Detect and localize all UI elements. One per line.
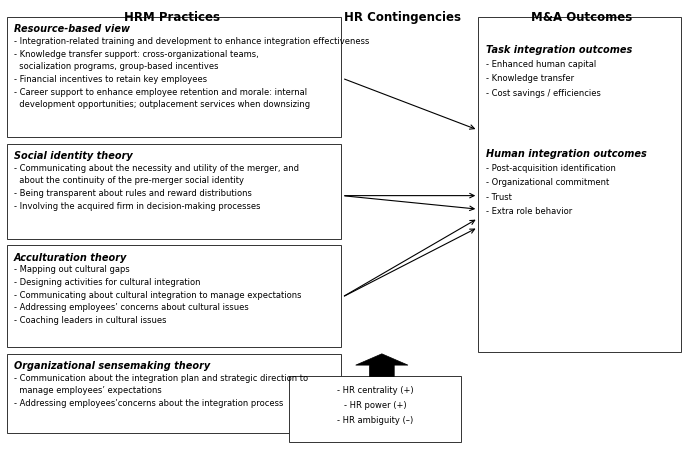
- Text: Resource-based view: Resource-based view: [14, 24, 130, 34]
- Text: socialization programs, group-based incentives: socialization programs, group-based ince…: [14, 62, 218, 71]
- Text: - Integration-related training and development to enhance integration effectiven: - Integration-related training and devel…: [14, 37, 369, 46]
- Text: Human integration outcomes: Human integration outcomes: [486, 149, 647, 159]
- Bar: [7, 354, 341, 433]
- Text: - Communication about the integration plan and strategic direction to: - Communication about the integration pl…: [14, 373, 308, 382]
- Text: - Career support to enhance employee retention and morale: internal: - Career support to enhance employee ret…: [14, 87, 307, 97]
- Text: - Coaching leaders in cultural issues: - Coaching leaders in cultural issues: [14, 315, 166, 324]
- Text: manage employees’ expectations: manage employees’ expectations: [14, 386, 162, 395]
- Text: - Mapping out cultural gaps: - Mapping out cultural gaps: [14, 265, 129, 274]
- Bar: [289, 377, 461, 442]
- Text: - Communicating about cultural integration to manage expectations: - Communicating about cultural integrati…: [14, 290, 301, 299]
- Text: - Addressing employees’ concerns about cultural issues: - Addressing employees’ concerns about c…: [14, 303, 248, 312]
- Text: - Knowledge transfer: - Knowledge transfer: [486, 74, 574, 83]
- Text: - Enhanced human capital: - Enhanced human capital: [486, 60, 596, 69]
- Text: - Knowledge transfer support: cross-organizational teams,: - Knowledge transfer support: cross-orga…: [14, 50, 259, 59]
- Text: - Designing activities for cultural integration: - Designing activities for cultural inte…: [14, 277, 200, 286]
- Text: development opportunities; outplacement services when downsizing: development opportunities; outplacement …: [14, 100, 310, 109]
- Text: Acculturation theory: Acculturation theory: [14, 252, 127, 262]
- Text: - HR centrality (+): - HR centrality (+): [336, 386, 413, 395]
- Bar: [478, 18, 681, 352]
- Text: HRM Practices: HRM Practices: [124, 11, 220, 24]
- Text: HR Contingencies: HR Contingencies: [344, 11, 461, 24]
- Text: - Being transparent about rules and reward distributions: - Being transparent about rules and rewa…: [14, 189, 252, 198]
- Text: - Financial incentives to retain key employees: - Financial incentives to retain key emp…: [14, 75, 207, 84]
- Bar: [7, 144, 341, 239]
- Text: - Organizational commitment: - Organizational commitment: [486, 178, 610, 187]
- Text: - Cost savings / efficiencies: - Cost savings / efficiencies: [486, 88, 601, 97]
- Text: M&A Outcomes: M&A Outcomes: [530, 11, 632, 24]
- Text: - HR power (+): - HR power (+): [343, 400, 407, 410]
- Text: - Involving the acquired firm in decision-making processes: - Involving the acquired firm in decisio…: [14, 201, 260, 210]
- Text: about the continuity of the pre-merger social identity: about the continuity of the pre-merger s…: [14, 176, 244, 185]
- Text: Organizational sensemaking theory: Organizational sensemaking theory: [14, 360, 210, 370]
- Bar: [7, 246, 341, 347]
- Text: - Addressing employees’concerns about the integration process: - Addressing employees’concerns about th…: [14, 398, 283, 407]
- Text: - Post-acquisition identification: - Post-acquisition identification: [486, 163, 616, 172]
- Text: Social identity theory: Social identity theory: [14, 151, 133, 161]
- Text: - Trust: - Trust: [486, 192, 513, 201]
- Text: - Extra role behavior: - Extra role behavior: [486, 207, 572, 216]
- Polygon shape: [356, 354, 408, 377]
- Text: Task integration outcomes: Task integration outcomes: [486, 45, 633, 55]
- Bar: [7, 18, 341, 138]
- Text: - HR ambiguity (–): - HR ambiguity (–): [337, 415, 413, 424]
- Text: - Communicating about the necessity and utility of the merger, and: - Communicating about the necessity and …: [14, 163, 299, 172]
